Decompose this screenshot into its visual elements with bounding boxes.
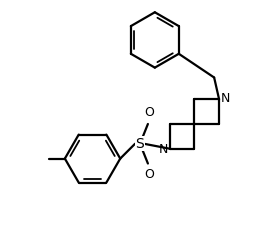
- Text: O: O: [144, 106, 154, 119]
- Text: N: N: [221, 92, 230, 105]
- Text: O: O: [144, 168, 154, 182]
- Text: S: S: [136, 137, 144, 151]
- Text: N: N: [158, 143, 168, 156]
